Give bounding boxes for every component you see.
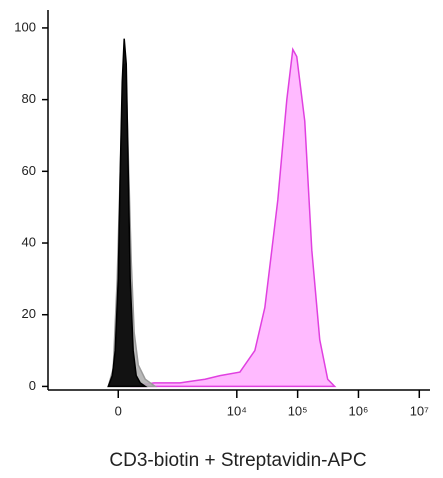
x-tick-label: 10⁶ [349, 403, 369, 418]
x-axis-label: CD3-biotin + Streptavidin-APC [109, 450, 366, 471]
x-tick-label: 10⁵ [288, 403, 308, 418]
y-tick-label: 60 [22, 163, 36, 178]
histogram [107, 38, 148, 388]
y-tick-label: 100 [14, 19, 36, 34]
x-tick-label: 0 [115, 403, 122, 418]
y-tick-label: 0 [29, 378, 36, 393]
y-tick-label: 40 [22, 234, 36, 249]
x-tick-label: 10⁷ [410, 403, 429, 418]
y-tick-label: 20 [22, 306, 36, 321]
histogram [130, 47, 337, 388]
y-tick-label: 80 [22, 91, 36, 106]
x-tick-label: 10⁴ [227, 403, 247, 418]
